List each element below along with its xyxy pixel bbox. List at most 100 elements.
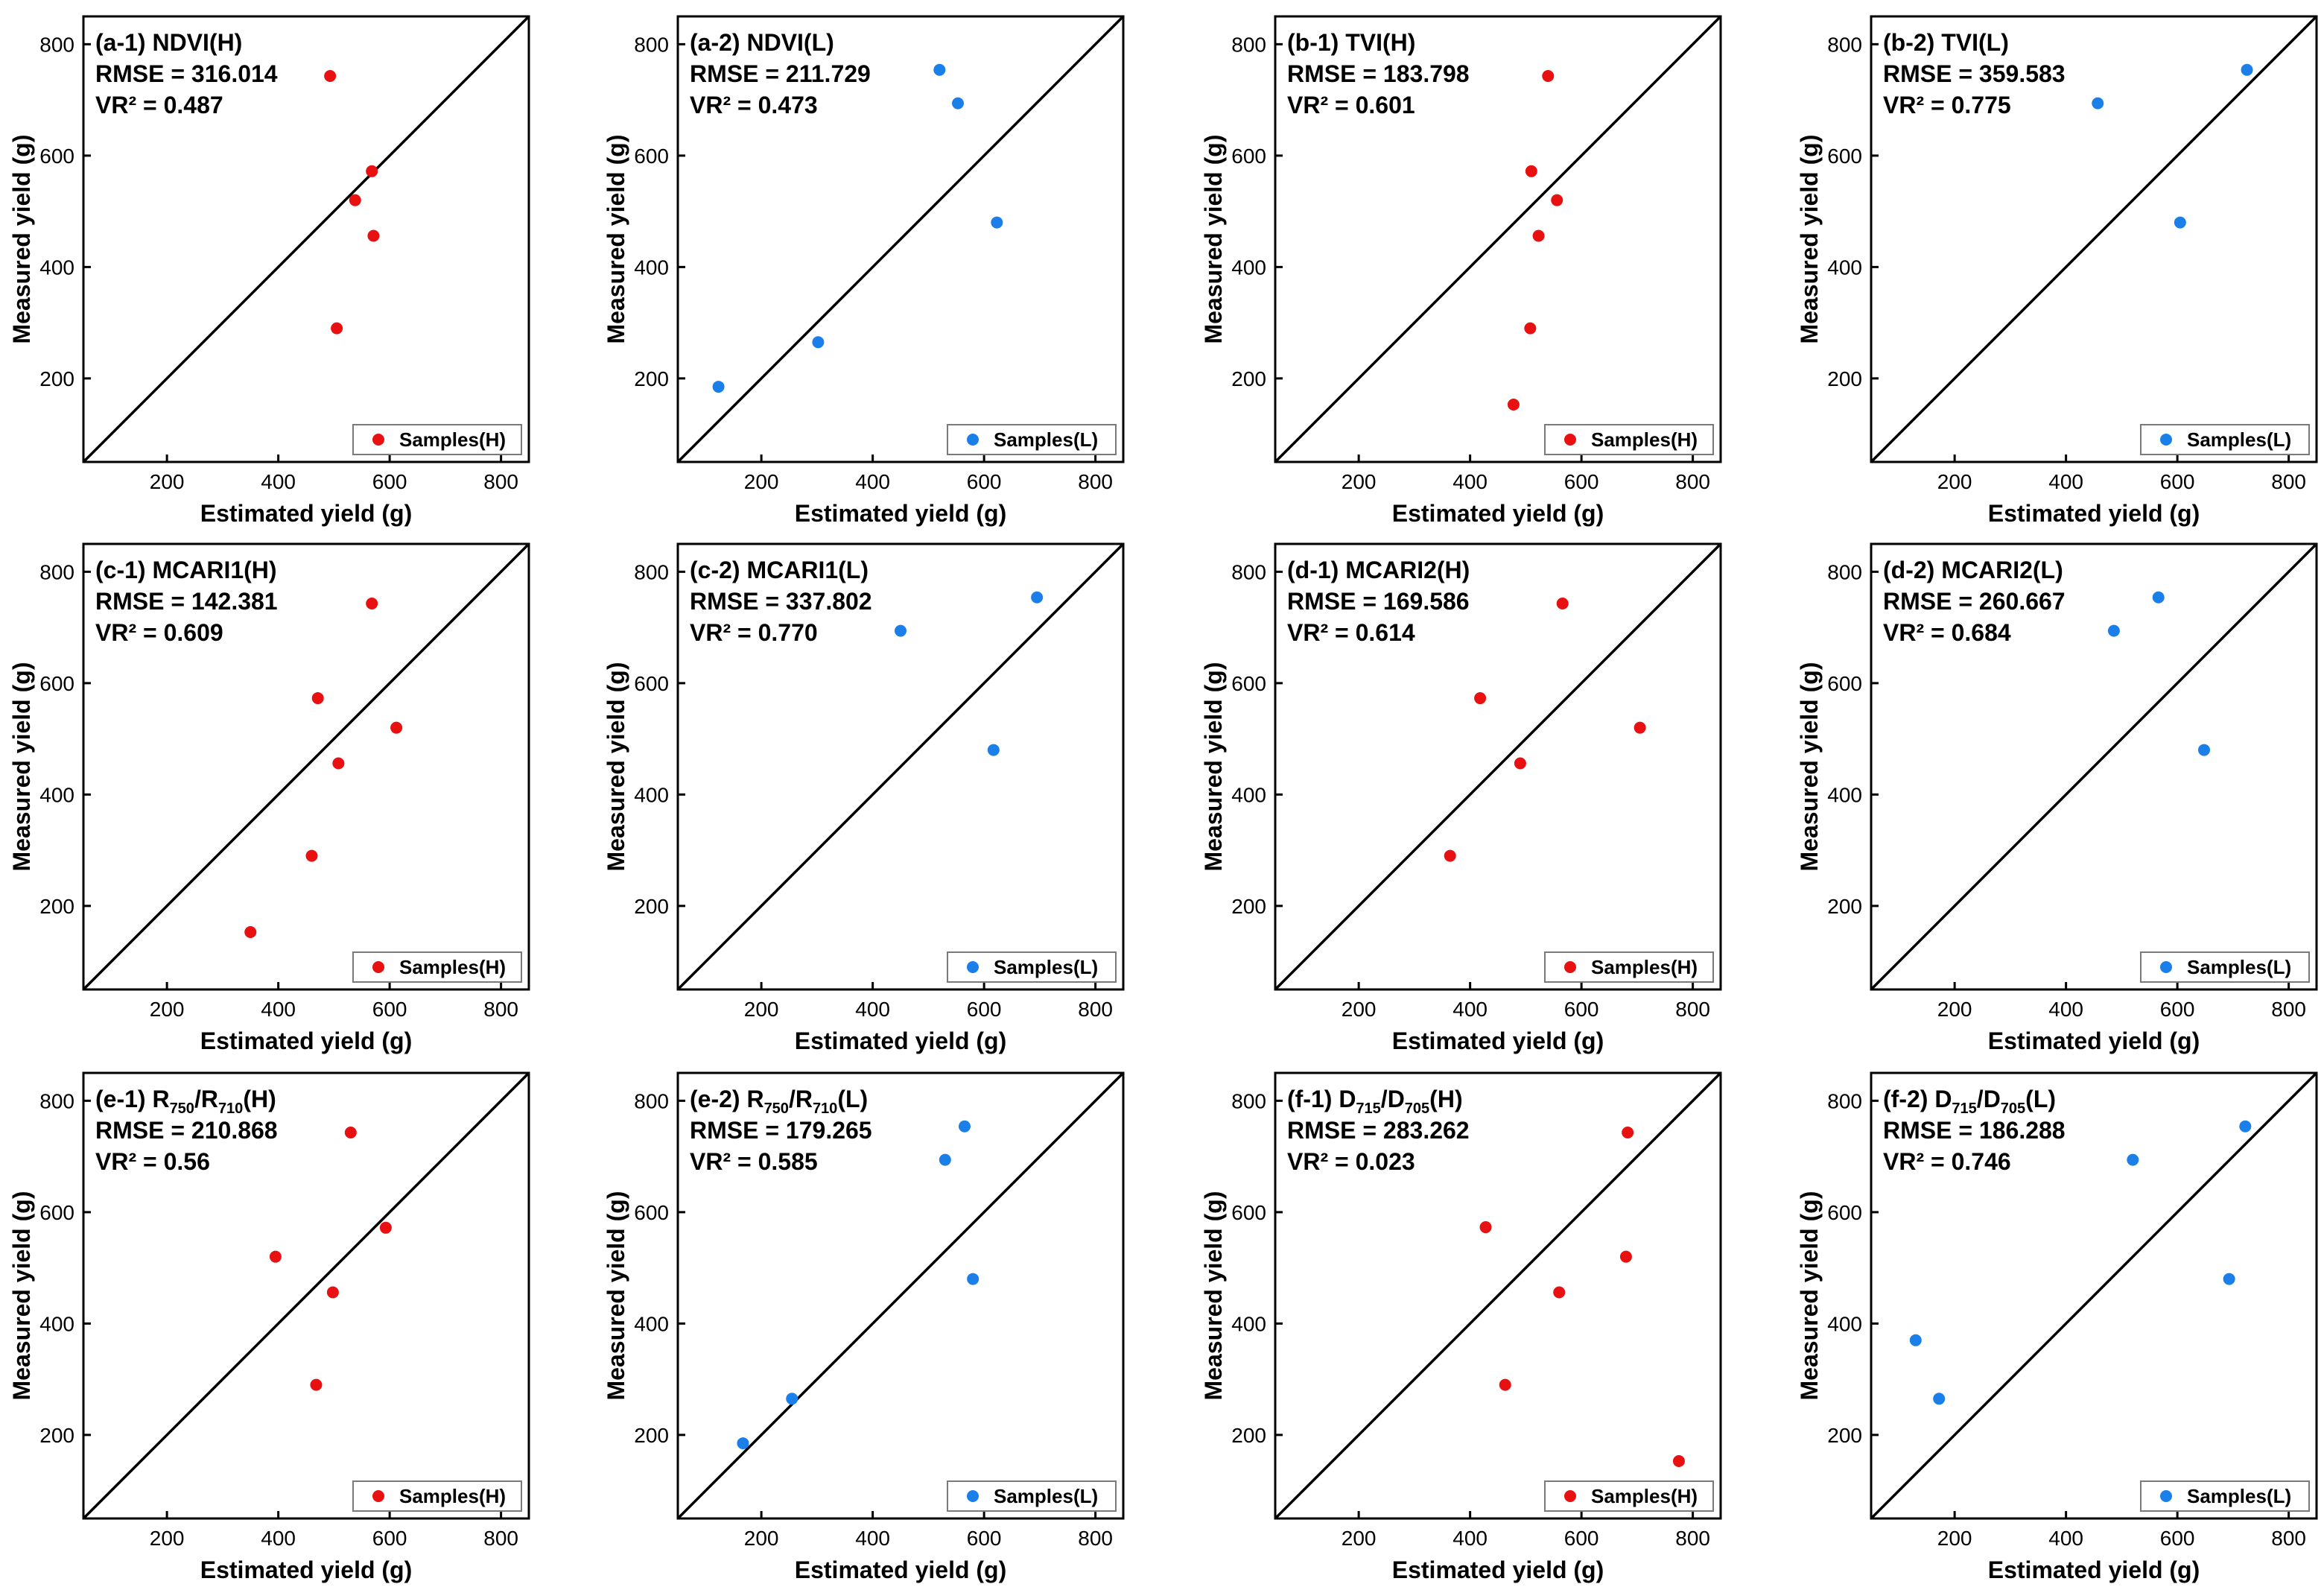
x-tick-label: 400 — [2048, 1527, 2083, 1550]
x-tick-label: 200 — [150, 470, 185, 493]
chart-panel-11: 200 400 600 800 200 400 600 800 Estimated yield … — [1200, 1071, 1722, 1583]
y-tick-label: 800 — [1827, 33, 1862, 56]
panel-title-part: (a-1) NDVI(H) — [95, 29, 242, 56]
y-tick-label: 200 — [634, 1424, 669, 1447]
data-point — [1499, 1378, 1511, 1391]
panel-title-part: /D — [1977, 1086, 2001, 1112]
x-axis-title: Estimated yield (g) — [795, 1027, 1007, 1054]
legend-label: Samples(L) — [2187, 1485, 2291, 1507]
x-axis-title: Estimated yield (g) — [1392, 1556, 1604, 1583]
legend-marker — [967, 961, 979, 973]
data-point — [1507, 399, 1520, 411]
y-tick-label: 600 — [39, 672, 74, 695]
x-axis-title: Estimated yield (g) — [1988, 1556, 2200, 1583]
chart-panel-7: 200 400 600 800 200 400 600 800 Estimated yield … — [1200, 542, 1722, 1054]
x-tick-label: 600 — [1564, 470, 1599, 493]
y-tick-label: 400 — [1827, 1312, 1862, 1335]
data-point — [390, 721, 403, 734]
y-tick-label: 200 — [1827, 367, 1862, 390]
x-tick-label: 600 — [372, 1527, 407, 1550]
data-point — [1031, 591, 1044, 604]
data-point — [1525, 165, 1537, 177]
data-point — [1444, 849, 1456, 862]
plot-frame — [82, 15, 530, 463]
legend-label: Samples(L) — [2187, 956, 2291, 978]
data-point — [1634, 721, 1646, 734]
plot-frame — [676, 15, 1125, 463]
plot-frame — [1274, 542, 1722, 991]
vr2-label: VR² = 0.473 — [690, 92, 818, 118]
y-tick-label: 800 — [634, 560, 669, 583]
vr2-label: VR² = 0.775 — [1883, 92, 2011, 118]
rmse-label: RMSE = 359.583 — [1883, 60, 2066, 87]
x-tick-label: 600 — [372, 998, 407, 1021]
x-axis-title: Estimated yield (g) — [1392, 500, 1604, 527]
one-to-one-line — [1274, 1071, 1722, 1520]
vr2-label: VR² = 0.770 — [690, 619, 818, 646]
x-tick-label: 600 — [2160, 998, 2195, 1021]
data-point — [1672, 1455, 1685, 1468]
x-tick-label: 800 — [1078, 470, 1113, 493]
x-tick-label: 800 — [1675, 998, 1710, 1021]
y-tick-label: 200 — [1827, 1424, 1862, 1447]
panel-title: (e-2) R750/R710(L) — [690, 1086, 868, 1117]
data-point — [1524, 322, 1537, 335]
panel-title-part: /D — [1381, 1086, 1405, 1112]
x-tick-label: 800 — [483, 470, 518, 493]
plot-frame — [82, 542, 530, 991]
y-tick-label: 200 — [39, 1424, 74, 1447]
one-to-one-line — [82, 542, 530, 991]
data-point — [332, 757, 345, 770]
y-tick-label: 400 — [39, 1312, 74, 1335]
chart-panel-5: 200 400 600 800 200 400 600 800 Estimated yield … — [8, 542, 530, 1054]
panel-title-part: (c-1) MCARI1(H) — [95, 557, 277, 583]
data-point — [786, 1393, 799, 1405]
plot-frame — [676, 542, 1125, 991]
chart-panel-8: 200 400 600 800 200 400 600 800 Estimated yield … — [1796, 542, 2318, 1054]
panel-title-part: (f-2) D — [1883, 1086, 1952, 1112]
data-point — [326, 1286, 339, 1299]
y-tick-label: 600 — [634, 672, 669, 695]
data-point — [1622, 1126, 1634, 1138]
vr2-label: VR² = 0.614 — [1287, 619, 1415, 646]
vr2-label: VR² = 0.601 — [1287, 92, 1415, 118]
data-point — [310, 1378, 323, 1391]
panel-title: (f-2) D715/D705(L) — [1883, 1086, 2056, 1117]
one-to-one-line — [1274, 15, 1722, 463]
x-tick-label: 600 — [2160, 1527, 2195, 1550]
y-tick-label: 600 — [634, 145, 669, 168]
vr2-label: VR² = 0.746 — [1883, 1148, 2011, 1175]
legend-box — [352, 424, 522, 455]
x-tick-label: 800 — [2271, 470, 2306, 493]
y-tick-label: 400 — [1231, 783, 1266, 806]
vr2-label: VR² = 0.609 — [95, 619, 223, 646]
y-tick-label: 400 — [1827, 256, 1862, 279]
y-axis-title: Measured yield (g) — [8, 662, 35, 872]
panel-title-part: (L) — [837, 1086, 868, 1112]
chart-panel-6: 200 400 600 800 200 400 600 800 Estimated yield … — [603, 542, 1125, 1054]
x-tick-label: 600 — [1564, 998, 1599, 1021]
x-axis-title: Estimated yield (g) — [795, 1556, 1007, 1583]
x-tick-label: 600 — [967, 998, 1002, 1021]
y-tick-label: 200 — [634, 367, 669, 390]
panel-title-part: /R — [194, 1086, 218, 1112]
data-point — [1542, 69, 1555, 82]
y-axis-title: Measured yield (g) — [1200, 662, 1227, 872]
x-tick-label: 400 — [855, 1527, 890, 1550]
data-point — [1909, 1334, 1922, 1346]
y-tick-label: 400 — [39, 256, 74, 279]
legend-marker — [2160, 961, 2172, 973]
chart-panel-2: 200 400 600 800 200 400 600 800 Estimated yield … — [603, 15, 1125, 527]
y-tick-label: 800 — [1827, 560, 1862, 583]
x-axis-title: Estimated yield (g) — [1988, 500, 2200, 527]
y-tick-label: 800 — [39, 33, 74, 56]
data-point — [712, 381, 725, 393]
x-tick-label: 200 — [1937, 998, 1972, 1021]
data-point — [967, 1273, 980, 1285]
data-point — [2223, 1273, 2235, 1285]
panel-title-subscript: 715 — [1952, 1100, 1976, 1117]
data-point — [2152, 591, 2165, 604]
x-tick-label: 200 — [1342, 998, 1377, 1021]
legend-label: Samples(L) — [2187, 428, 2291, 451]
